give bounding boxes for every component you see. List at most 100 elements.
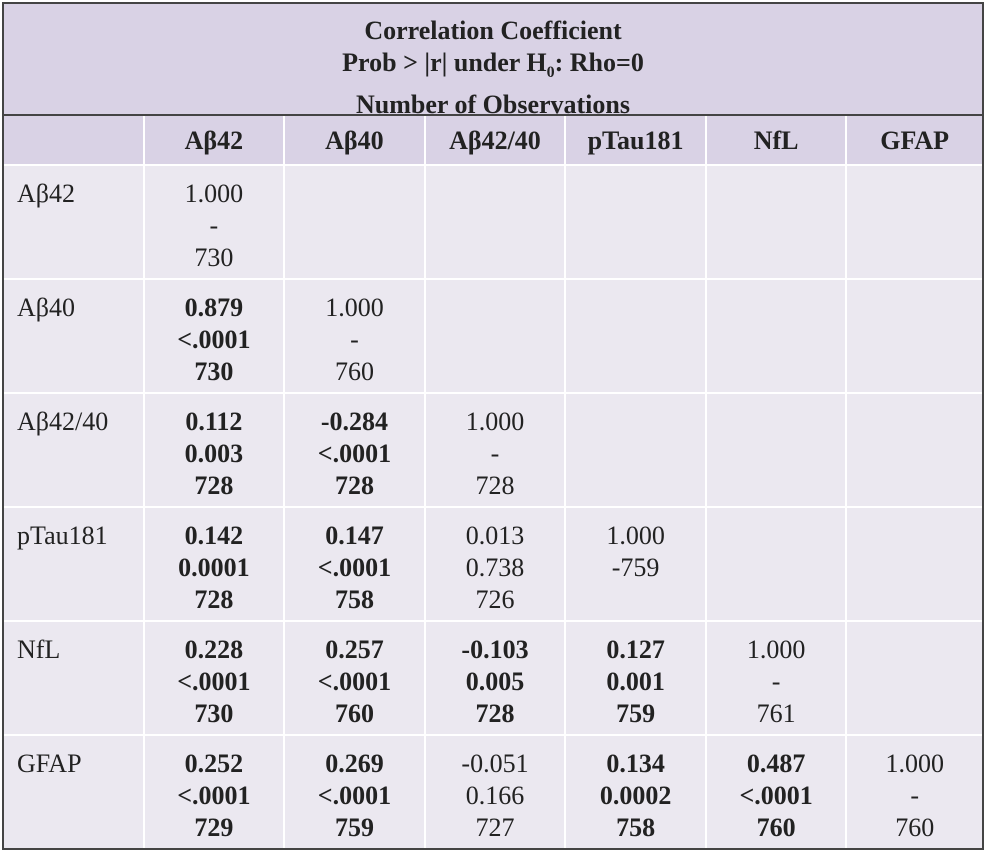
table-cell: 1.000 - 728 [423, 394, 565, 506]
empty-cell [423, 166, 565, 278]
table-cell: 0.879 <.0001 730 [142, 280, 284, 392]
correlation-value: -0.103 [461, 635, 529, 664]
empty-cell [704, 394, 846, 506]
correlation-value: 1.000 [184, 179, 244, 208]
observation-count: 760 [334, 699, 374, 728]
empty-cell [564, 166, 705, 278]
table-cell: 1.000 -759 [564, 508, 705, 620]
p-value: <.0001 [177, 781, 251, 810]
correlation-value: 1.000 [885, 749, 944, 778]
correlation-value: 0.134 [606, 749, 665, 778]
caption-line-2-subscript: 0 [546, 64, 555, 81]
p-value: -759 [611, 553, 660, 582]
correlation-value: 0.112 [185, 407, 243, 436]
row-header: GFAP [17, 749, 82, 778]
empty-cell [283, 166, 424, 278]
p-value: <.0001 [317, 439, 392, 468]
observation-count: 728 [475, 471, 515, 500]
empty-cell [845, 508, 982, 620]
p-value: - [910, 781, 920, 810]
caption-line-3: Number of Observations [356, 90, 630, 119]
column-header: Aβ40 [283, 116, 424, 164]
p-value: - [209, 211, 219, 240]
table-cell: 0.252 <.0001 729 [142, 736, 284, 848]
table-cell: 0.257 <.0001 760 [283, 622, 424, 734]
table-row: pTau181 0.142 0.0001 728 0.147 <.0001 758 0.013… [4, 508, 982, 622]
empty-cell [564, 394, 705, 506]
empty-cell [845, 394, 982, 506]
empty-cell [704, 280, 846, 392]
table-row: GFAP 0.252 <.0001 729 0.269 <.0001 759 -0.051 0.… [4, 736, 982, 848]
table-cell: -0.284 <.0001 728 [283, 394, 424, 506]
table-cell: 0.013 0.738 726 [423, 508, 565, 620]
observation-count: 760 [756, 813, 796, 842]
row-header: Aβ42 [17, 179, 76, 208]
table-cell: 0.142 0.0001 728 [142, 508, 284, 620]
p-value: <.0001 [177, 667, 251, 696]
table-cell: -0.051 0.166 727 [423, 736, 565, 848]
empty-cell [845, 622, 982, 734]
empty-cell [845, 166, 982, 278]
table-body: Aβ42 1.000 - 730 Aβ40 0.879 <.0001 730 1.000 - 760… [4, 166, 982, 848]
correlation-value: 0.228 [184, 635, 244, 664]
row-header: Aβ40 [17, 293, 76, 322]
correlation-value: 0.879 [184, 293, 244, 322]
observation-count: 729 [194, 813, 234, 842]
row-header: NfL [17, 635, 61, 664]
observation-count: 759 [616, 699, 656, 728]
p-value: <.0001 [177, 325, 251, 354]
caption-line-2-prefix: Prob > |r| under H [342, 48, 547, 77]
table-cell: 0.127 0.001 759 [564, 622, 705, 734]
correlation-value: 0.487 [746, 749, 806, 778]
empty-cell [704, 508, 846, 620]
observation-count: 758 [334, 585, 374, 614]
observation-count: 728 [334, 471, 374, 500]
observation-count: 727 [475, 813, 515, 842]
observation-count: 730 [194, 699, 234, 728]
observation-count: 759 [334, 813, 374, 842]
p-value: 0.0001 [178, 553, 250, 582]
column-header: Aβ42 [142, 116, 284, 164]
table-cell: 1.000 - 760 [845, 736, 982, 848]
table-caption: Correlation Coefficient Prob > |r| under… [4, 4, 982, 119]
p-value: - [490, 439, 500, 468]
observation-count: 728 [194, 585, 234, 614]
row-header: Aβ42/40 [17, 407, 109, 436]
observation-count: 728 [475, 699, 515, 728]
correlation-value: 1.000 [746, 635, 806, 664]
table-row: Aβ40 0.879 <.0001 730 1.000 - 760 [4, 280, 982, 394]
caption-line-2: Prob > |r| under H0: Rho=0 [4, 47, 982, 89]
table-cell: 0.269 <.0001 759 [283, 736, 424, 848]
observation-count: 758 [616, 813, 656, 842]
observation-count: 726 [475, 585, 515, 614]
header-corner [4, 116, 143, 164]
table-cell: 0.147 <.0001 758 [283, 508, 424, 620]
p-value: 0.738 [465, 553, 525, 582]
observation-count: 761 [756, 699, 796, 728]
correlation-value: 0.013 [465, 521, 525, 550]
p-value: 0.166 [465, 781, 525, 810]
correlation-value: 1.000 [606, 521, 665, 550]
correlation-value: 1.000 [465, 407, 525, 436]
observation-count: 760 [895, 813, 935, 842]
empty-cell [564, 280, 705, 392]
empty-cell [423, 280, 565, 392]
column-header: Aβ42/40 [423, 116, 565, 164]
correlation-value: 0.142 [184, 521, 244, 550]
p-value: <.0001 [739, 781, 813, 810]
p-value: - [350, 325, 359, 354]
header-row: Aβ42 Aβ40 Aβ42/40 pTau181 NfL GFAP [4, 116, 982, 166]
p-value: <.0001 [317, 781, 392, 810]
correlation-value: 0.147 [325, 521, 384, 550]
correlation-value: 0.252 [184, 749, 244, 778]
p-value: - [771, 667, 781, 696]
observation-count: 730 [194, 357, 234, 386]
correlation-value: 1.000 [325, 293, 384, 322]
table-cell: 0.487 <.0001 760 [704, 736, 846, 848]
correlation-value: -0.284 [320, 407, 389, 436]
correlation-value: 0.127 [606, 635, 665, 664]
correlation-value: -0.051 [461, 749, 529, 778]
correlation-value: 0.269 [325, 749, 384, 778]
p-value: 0.003 [184, 439, 244, 468]
